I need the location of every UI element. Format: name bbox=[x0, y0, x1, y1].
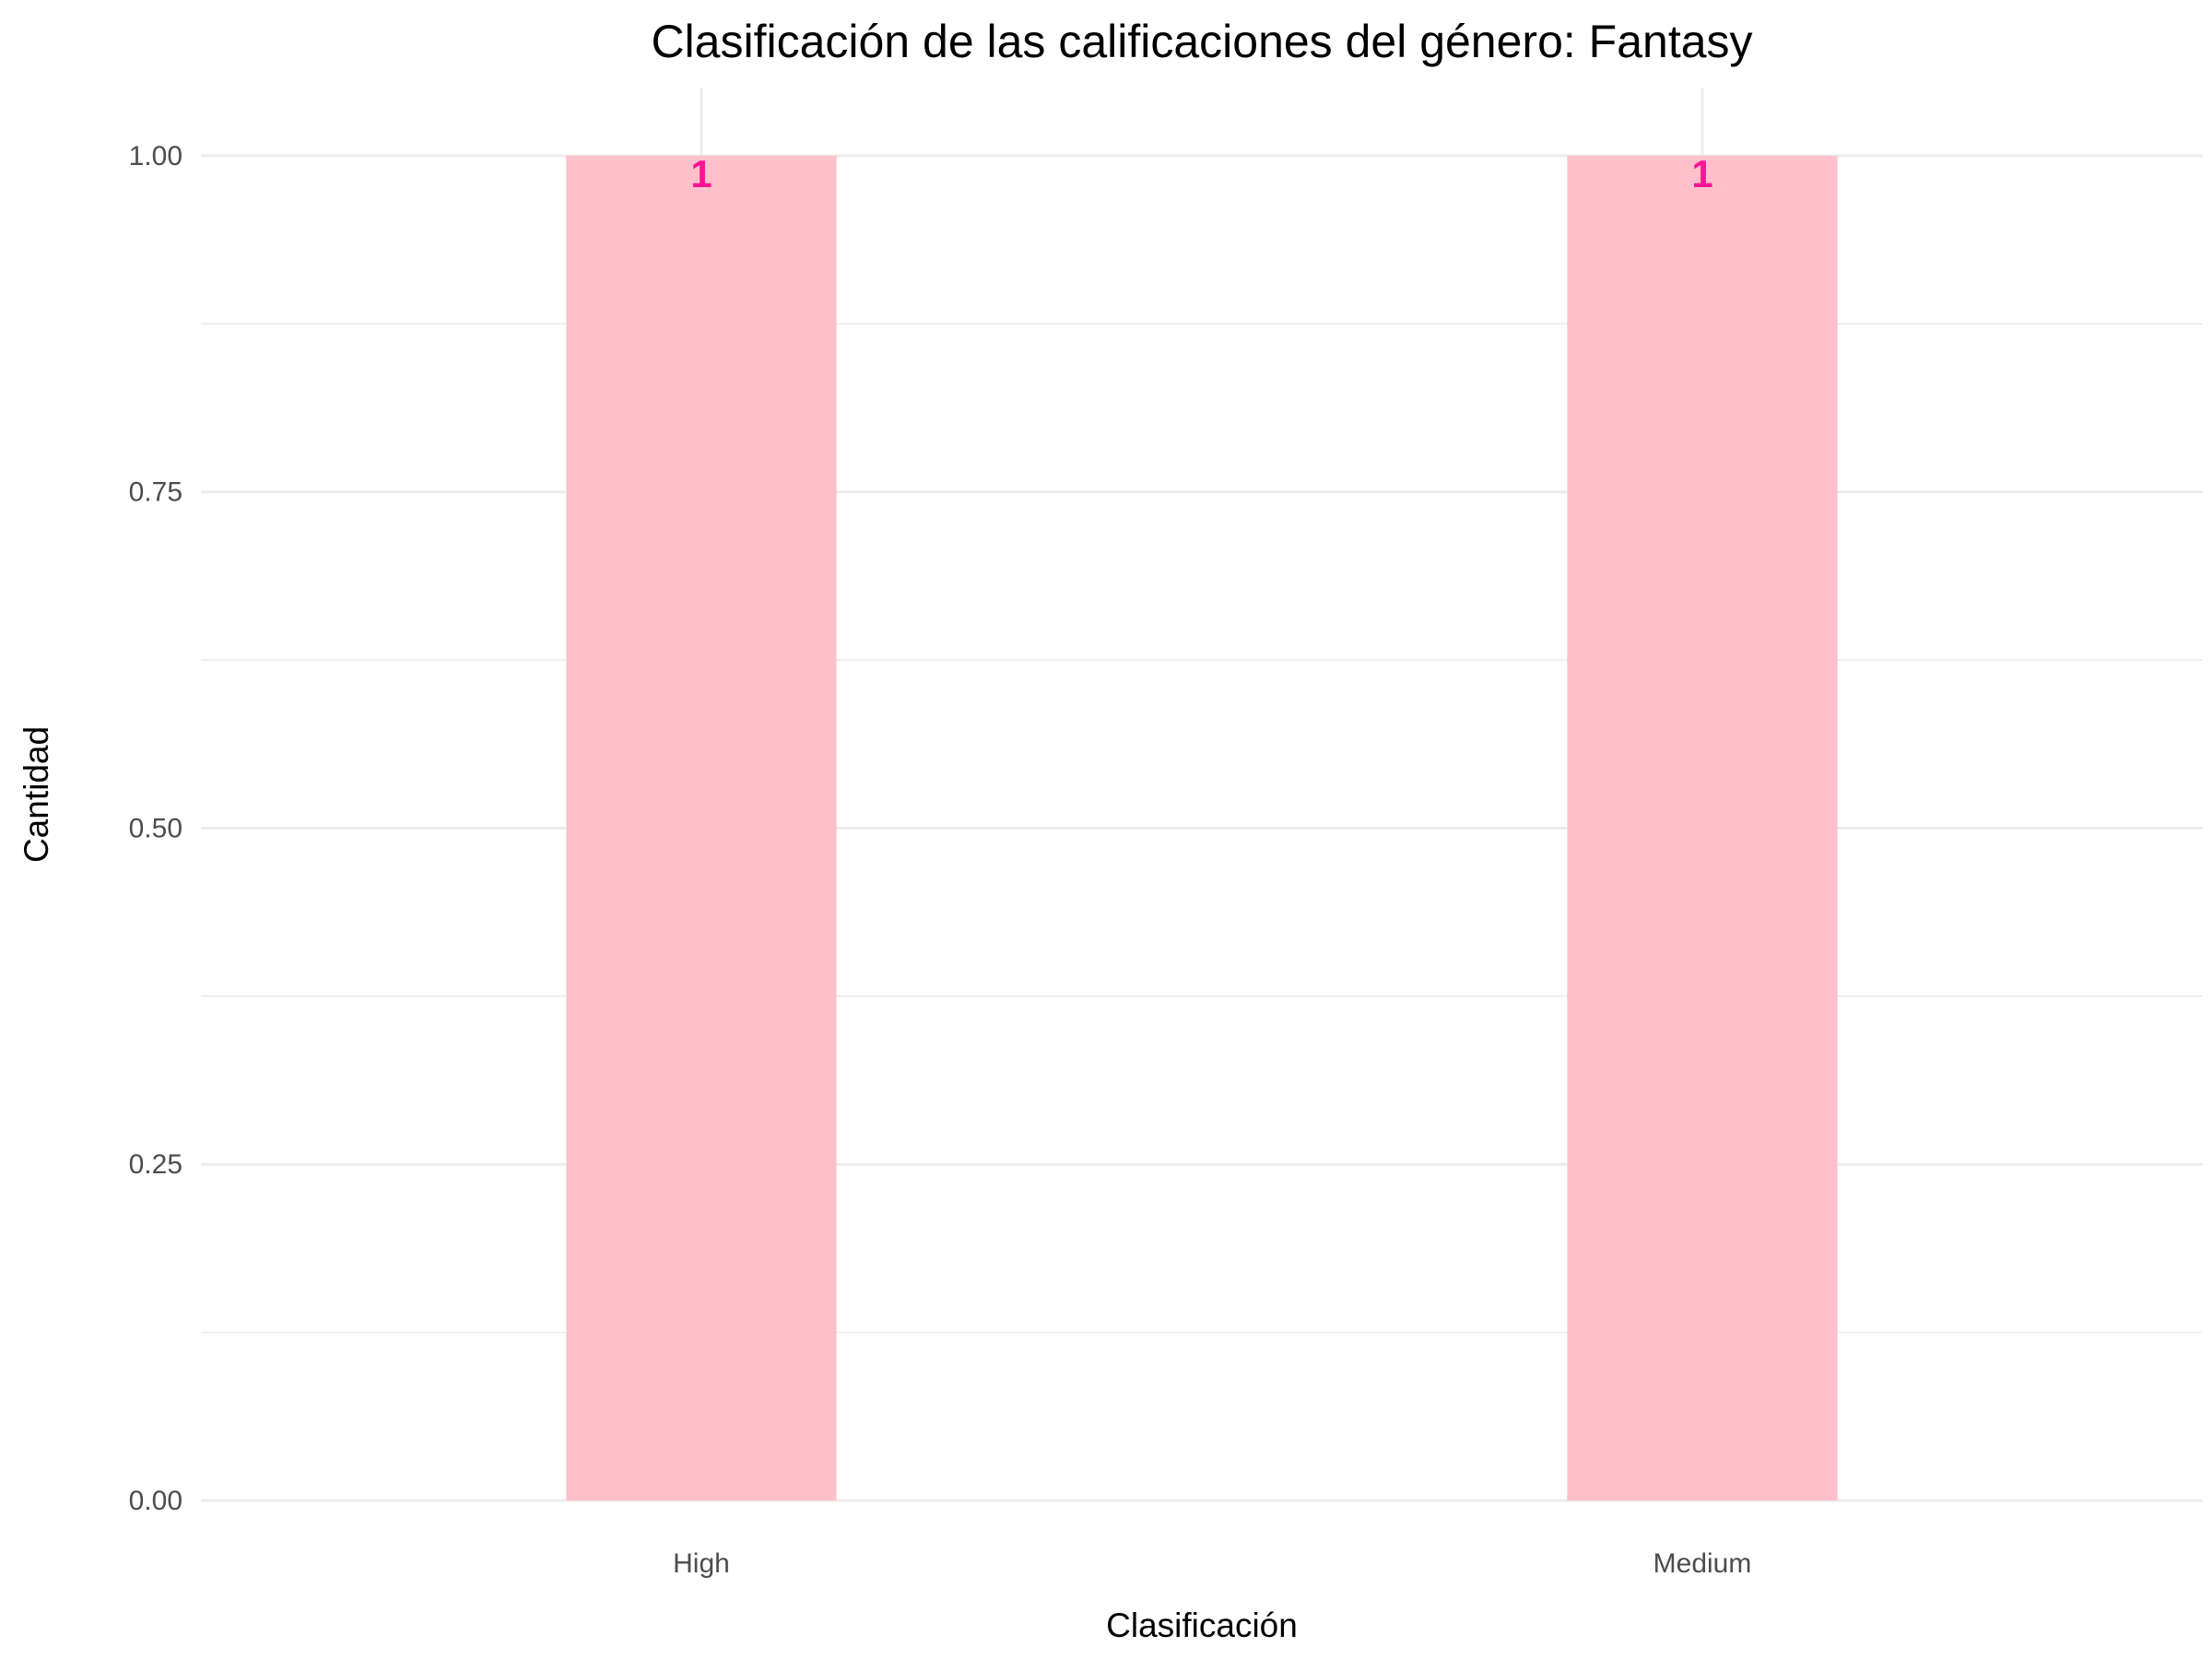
y-tick-label: 1.00 bbox=[129, 141, 182, 171]
x-tick-label: Medium bbox=[1653, 1548, 1752, 1579]
y-axis-ticks: 0.00 0.25 0.50 0.75 1.00 bbox=[129, 141, 182, 1516]
chart-title: Clasificación de las calificaciones del … bbox=[651, 16, 1752, 67]
y-tick-label: 0.50 bbox=[129, 813, 182, 843]
y-tick-label: 0.25 bbox=[129, 1149, 182, 1180]
x-axis-ticks: High Medium bbox=[673, 1548, 1751, 1579]
data-label-medium: 1 bbox=[1691, 152, 1712, 195]
x-axis-title: Clasificación bbox=[1106, 1606, 1298, 1644]
bar-medium bbox=[1567, 155, 1838, 1500]
y-tick-label: 0.00 bbox=[129, 1486, 182, 1516]
bars bbox=[566, 155, 1838, 1500]
bar-high bbox=[566, 155, 837, 1500]
y-tick-label: 0.75 bbox=[129, 477, 182, 508]
y-axis-title: Cantidad bbox=[18, 726, 55, 863]
grid bbox=[201, 88, 2203, 1502]
data-label-high: 1 bbox=[690, 152, 712, 195]
x-tick-label: High bbox=[673, 1548, 730, 1579]
